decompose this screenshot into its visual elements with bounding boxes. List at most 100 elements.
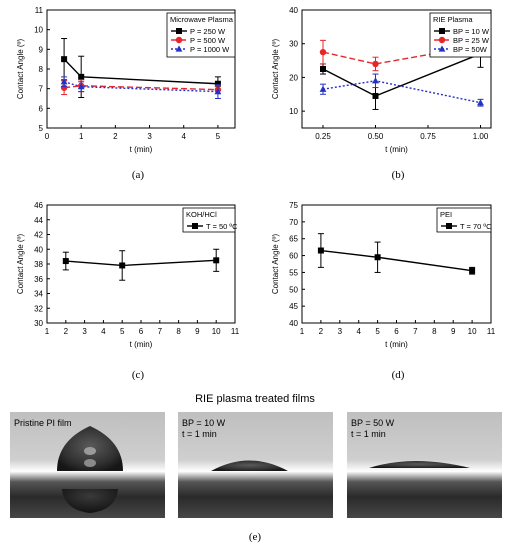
y-tick-label: 20 xyxy=(289,73,298,82)
y-tick-label: 75 xyxy=(289,201,298,210)
x-tick-label: 2 xyxy=(64,327,69,336)
x-tick-label: 5 xyxy=(120,327,125,336)
legend-label: P = 1000 W xyxy=(190,45,230,54)
data-point xyxy=(214,88,222,95)
y-tick-label: 60 xyxy=(289,252,298,261)
data-point xyxy=(446,223,452,229)
y-tick-label: 32 xyxy=(34,304,43,313)
x-tick-label: 1 xyxy=(300,327,305,336)
data-point xyxy=(374,254,381,261)
data-point xyxy=(176,28,182,34)
y-tick-label: 44 xyxy=(34,216,43,225)
x-tick-label: 4 xyxy=(182,132,187,141)
chart-microwave-plasma: 0 1 2 3 4 5 5 6 7 8 9 10 11 t (min) Contact Angle (º) M… xyxy=(16,6,236,181)
photo-label: BP = 50 W xyxy=(351,418,395,428)
x-tick-label: 5 xyxy=(216,132,221,141)
y-tick-label: 10 xyxy=(289,107,298,116)
y-tick-label: 30 xyxy=(34,319,43,328)
data-point xyxy=(192,223,198,229)
x-tick-label: 9 xyxy=(195,327,200,336)
photo-pristine: Pristine PI film xyxy=(10,412,165,518)
data-point xyxy=(439,28,445,34)
photo-label: Pristine PI film xyxy=(14,418,72,428)
y-tick-label: 45 xyxy=(289,302,298,311)
data-point xyxy=(319,48,327,56)
x-axis-label: t (min) xyxy=(130,340,153,349)
x-tick-label: 1 xyxy=(45,327,50,336)
series-line xyxy=(322,80,481,104)
y-tick-label: 9 xyxy=(39,45,44,54)
x-tick-label: 1.00 xyxy=(473,132,489,141)
y-axis-label: Contact Angle (º) xyxy=(271,39,280,100)
x-tick-label: 6 xyxy=(394,327,399,336)
y-tick-label: 40 xyxy=(34,245,43,254)
x-tick-label: 0.50 xyxy=(368,132,384,141)
panel-label: (d) xyxy=(392,369,405,381)
x-tick-label: 0 xyxy=(45,132,50,141)
series-line xyxy=(64,85,218,91)
legend-title: Microwave Plasma xyxy=(170,15,234,24)
y-axis-label: Contact Angle (º) xyxy=(16,234,25,295)
droplet xyxy=(369,461,470,468)
data-point xyxy=(372,92,379,99)
data-point xyxy=(214,80,221,87)
series-line xyxy=(320,249,473,272)
x-axis-label: t (min) xyxy=(385,340,408,349)
legend-box xyxy=(182,207,236,233)
panel-label: (b) xyxy=(392,169,405,181)
droplet-reflection xyxy=(62,489,118,513)
data-point xyxy=(175,36,183,44)
legend: KOH/HCl T = 50 ºC xyxy=(182,207,238,233)
x-tick-label: 11 xyxy=(231,327,240,336)
y-tick-label: 6 xyxy=(39,104,44,113)
data-point xyxy=(372,60,379,68)
photo-bp-10w: BP = 10 W t = 1 min xyxy=(178,412,333,518)
x-tick-label: 10 xyxy=(212,327,221,336)
x-tick-label: 0.25 xyxy=(315,132,331,141)
panel-label: (a) xyxy=(132,169,145,181)
x-tick-label: 2 xyxy=(319,327,324,336)
legend-label: P = 500 W xyxy=(190,36,226,45)
data-point xyxy=(438,36,446,44)
y-axis-label: Contact Angle (º) xyxy=(16,39,25,100)
x-tick-label: 7 xyxy=(158,327,163,336)
data-point xyxy=(317,247,324,254)
x-tick-label: 9 xyxy=(451,327,456,336)
x-tick-label: 5 xyxy=(375,327,380,336)
y-axis-label: Contact Angle (º) xyxy=(271,234,280,295)
data-point xyxy=(78,73,85,80)
y-tick-label: 50 xyxy=(289,285,298,294)
data-point xyxy=(213,257,220,264)
x-tick-label: 0.75 xyxy=(420,132,436,141)
series-line xyxy=(63,58,218,85)
data-point xyxy=(119,262,126,269)
data-point xyxy=(438,45,446,52)
legend-label: BP = 10 W xyxy=(453,27,490,36)
y-tick-label: 46 xyxy=(34,201,43,210)
data-point xyxy=(60,78,68,85)
y-tick-label: 10 xyxy=(34,26,43,35)
y-tick-label: 11 xyxy=(35,6,44,15)
y-tick-label: 38 xyxy=(34,260,43,269)
y-tick-label: 7 xyxy=(39,85,44,94)
x-tick-label: 4 xyxy=(356,327,361,336)
x-tick-label: 6 xyxy=(139,327,144,336)
data-point xyxy=(372,77,379,84)
droplet-highlight xyxy=(84,459,96,467)
data-point xyxy=(62,258,69,265)
photos-title: RIE plasma treated films xyxy=(195,393,315,405)
y-tick-label: 55 xyxy=(289,268,298,277)
legend-title: PEI xyxy=(440,210,452,219)
photo-label: t = 1 min xyxy=(351,429,386,439)
y-tick-label: 40 xyxy=(289,319,298,328)
droplet-highlight xyxy=(84,447,96,455)
x-tick-label: 8 xyxy=(432,327,437,336)
x-tick-label: 3 xyxy=(147,132,152,141)
x-tick-label: 2 xyxy=(113,132,118,141)
legend: Microwave Plasma P = 250 WP = 500 WP = 10… xyxy=(166,12,236,58)
legend-label: BP = 50W xyxy=(453,45,488,54)
y-tick-label: 36 xyxy=(34,275,43,284)
y-tick-label: 40 xyxy=(289,6,298,15)
